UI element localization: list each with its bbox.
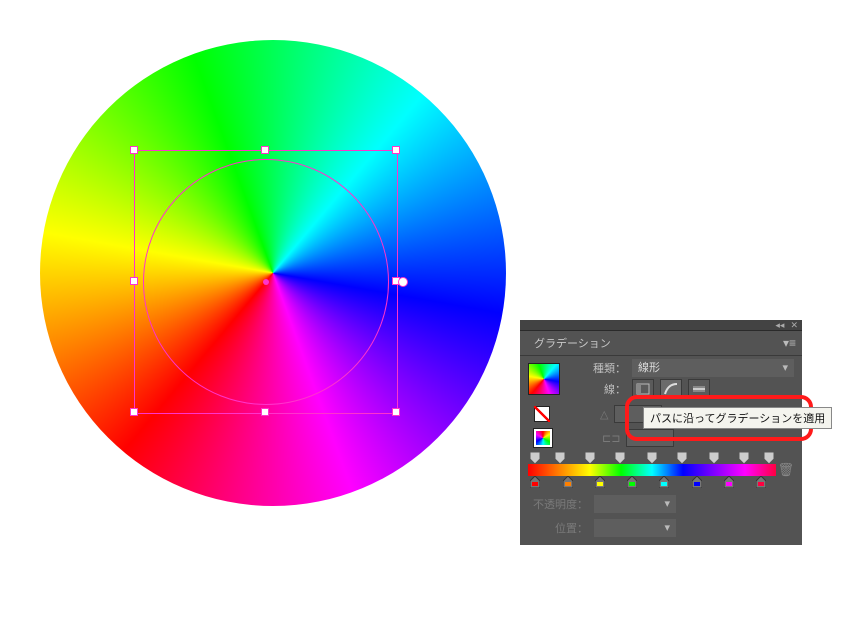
color-stop[interactable] bbox=[563, 476, 573, 488]
color-stop[interactable] bbox=[724, 476, 734, 488]
selection-handle[interactable] bbox=[392, 408, 400, 416]
opacity-stop[interactable] bbox=[647, 452, 657, 464]
delete-stop-icon[interactable]: 🗑 bbox=[777, 462, 794, 478]
panel-titlebar[interactable]: ◂◂ ✕ bbox=[520, 320, 802, 331]
selection-handle[interactable] bbox=[130, 408, 138, 416]
panel-close-icon[interactable]: ✕ bbox=[790, 320, 798, 331]
color-stop[interactable] bbox=[659, 476, 669, 488]
opacity-stop[interactable] bbox=[555, 452, 565, 464]
color-stop[interactable] bbox=[595, 476, 605, 488]
opacity-label: 不透明度： bbox=[528, 496, 588, 512]
color-stop[interactable] bbox=[692, 476, 702, 488]
tab-gradient[interactable]: グラデーション bbox=[526, 331, 619, 355]
opacity-stop[interactable] bbox=[739, 452, 749, 464]
opacity-stop[interactable] bbox=[677, 452, 687, 464]
fill-swatch[interactable] bbox=[534, 406, 550, 422]
color-stop[interactable] bbox=[756, 476, 766, 488]
opacity-stop[interactable] bbox=[585, 452, 595, 464]
position-field bbox=[594, 519, 676, 537]
path-center[interactable] bbox=[263, 279, 269, 285]
stroke-label: 線： bbox=[566, 381, 626, 397]
type-label: 種類： bbox=[566, 360, 626, 376]
selection-handle[interactable] bbox=[130, 277, 138, 285]
type-dropdown[interactable]: 線形 bbox=[632, 359, 794, 377]
color-stop[interactable] bbox=[627, 476, 637, 488]
gradient-ramp[interactable]: 🗑 bbox=[528, 456, 794, 490]
gradient-thumbnail[interactable] bbox=[528, 363, 560, 395]
selection-handle[interactable] bbox=[392, 146, 400, 154]
selection-handle[interactable] bbox=[261, 146, 269, 154]
panel-collapse-icon[interactable]: ◂◂ bbox=[775, 320, 784, 331]
position-label: 位置： bbox=[528, 520, 588, 536]
opacity-stop[interactable] bbox=[709, 452, 719, 464]
color-stop[interactable] bbox=[530, 476, 540, 488]
path-anchor[interactable] bbox=[398, 277, 408, 287]
artboard bbox=[0, 0, 520, 580]
opacity-stop[interactable] bbox=[530, 452, 540, 464]
ramp-bar[interactable] bbox=[528, 464, 776, 476]
stroke-mode-tooltip: パスに沿ってグラデーションを適用 bbox=[643, 407, 832, 429]
opacity-stop[interactable] bbox=[615, 452, 625, 464]
opacity-stop[interactable] bbox=[764, 452, 774, 464]
opacity-field bbox=[594, 495, 676, 513]
angle-icon: △ bbox=[600, 408, 608, 421]
aspect-icon: ⊏⊐ bbox=[602, 432, 620, 445]
panel-tabs: グラデーション ▾≡ bbox=[520, 331, 802, 356]
stroke-swatch[interactable] bbox=[534, 429, 552, 447]
selection-handle[interactable] bbox=[130, 146, 138, 154]
panel-menu-icon[interactable]: ▾≡ bbox=[783, 336, 796, 350]
selection-handle[interactable] bbox=[261, 408, 269, 416]
